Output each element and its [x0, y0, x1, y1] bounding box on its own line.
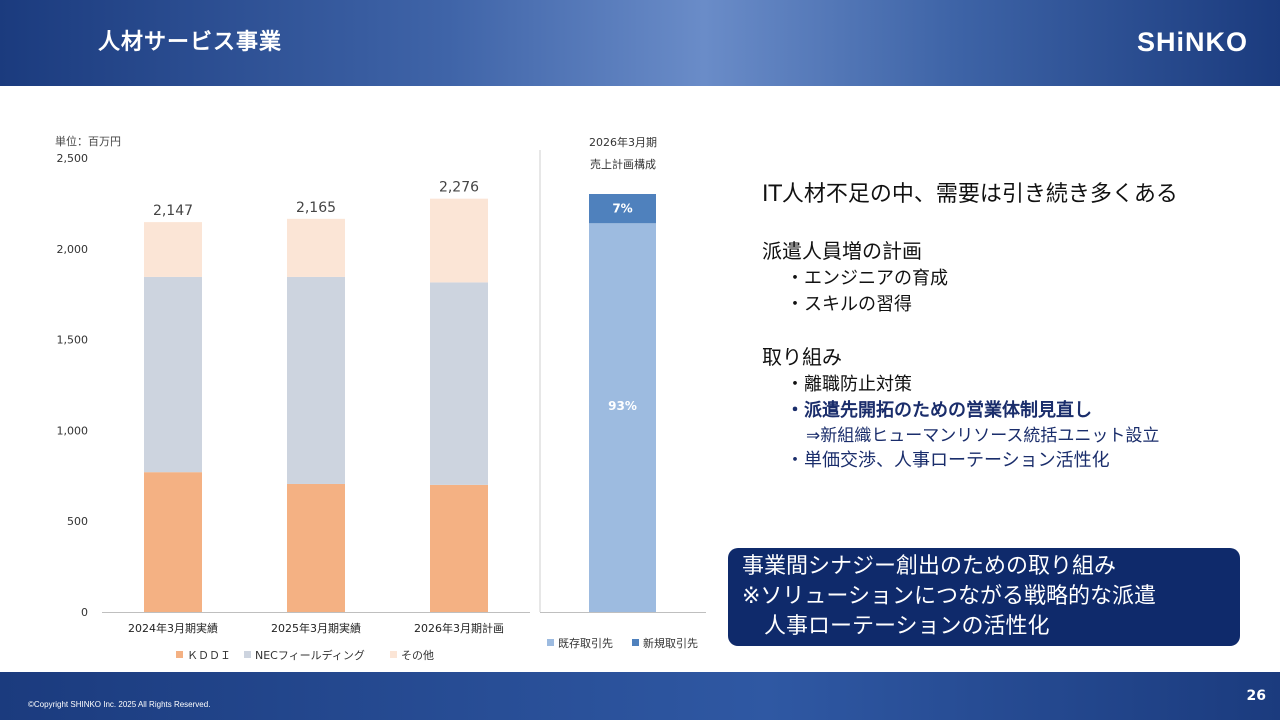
main-legend: ＫＤＤＩ NECフィールディング その他: [176, 648, 434, 662]
side-legend: 既存取引先 新規取引先: [547, 636, 698, 650]
effort-title: 取り組み: [762, 345, 842, 369]
page-number: 26: [1246, 688, 1266, 704]
plan-title: 派遣人員増の計画: [762, 239, 922, 263]
legend-label: その他: [401, 649, 434, 662]
side-bar-segment: [589, 223, 656, 612]
legend-swatch: [390, 651, 397, 658]
bar-segment: [430, 282, 488, 485]
effort-item-retention: ・離職防止対策: [786, 374, 912, 395]
category-label: 2026年3月期計画: [414, 621, 504, 635]
category-label: 2024年3月期実績: [128, 621, 218, 635]
bar-segment: [144, 276, 202, 473]
legend-swatch: [244, 651, 251, 658]
total-label: 2,147: [153, 203, 193, 219]
side-legend-label: 既存取引先: [558, 636, 613, 650]
effort-item-pricing: ・単価交渉、人事ローテーション活性化: [786, 450, 1110, 471]
total-labels: 2,147 2,165 2,276: [153, 180, 479, 219]
y-tick-label: 0: [81, 606, 88, 619]
main-bars: [144, 198, 488, 612]
bar-segment: [287, 276, 345, 484]
effort-item-sales: ・派遣先開拓のための営業体制見直し: [786, 400, 1092, 421]
page-title: 人材サービス事業: [98, 30, 283, 55]
side-percent-label: 7%: [612, 202, 632, 216]
total-label: 2,165: [296, 200, 336, 216]
side-percent-label: 93%: [608, 399, 637, 413]
y-tick-label: 1,500: [57, 334, 89, 347]
y-tick-label: 1,000: [57, 424, 89, 437]
legend-swatch: [176, 651, 183, 658]
bar-segment: [144, 472, 202, 612]
company-logo: SHiNKO: [1136, 27, 1248, 57]
unit-label: 単位：百万円: [55, 134, 121, 148]
legend-label: ＫＤＤＩ: [187, 649, 231, 662]
side-chart-title-1: 2026年3月期: [589, 135, 657, 149]
bar-segment: [287, 483, 345, 612]
effort-sub-unit: ⇒新組織ヒューマンリソース統括ユニット設立: [806, 426, 1160, 446]
legend-label: NECフィールディング: [255, 648, 365, 662]
plan-item-training: ・エンジニアの育成: [786, 268, 948, 289]
synergy-line-1: 事業間シナジー創出のための取り組み: [742, 554, 1117, 579]
header-bar: 人材サービス事業 SHiNKO: [0, 0, 1280, 86]
side-legend-swatch: [632, 639, 639, 646]
category-label: 2025年3月期実績: [271, 621, 361, 635]
footer-bar: ©Copyright SHINKO Inc. 2025 All Rights R…: [0, 672, 1280, 720]
bar-segment: [144, 222, 202, 277]
y-tick-label: 2,000: [57, 243, 89, 256]
synergy-box: 事業間シナジー創出のための取り組み ※ソリューションにつながる戦略的な派遣 人事…: [728, 548, 1240, 646]
bar-segment: [430, 484, 488, 612]
y-axis: 0 500 1,000 1,500 2,000 2,500: [57, 152, 89, 619]
side-bars: 93% 7%: [589, 194, 656, 612]
bar-segment: [430, 198, 488, 283]
headline: IT人材不足の中、需要は引き続き多くある: [762, 182, 1178, 207]
bar-segment: [287, 218, 345, 277]
y-tick-label: 2,500: [57, 152, 89, 165]
category-labels: 2024年3月期実績 2025年3月期実績 2026年3月期計画: [128, 621, 504, 635]
synergy-line-3: 人事ローテーションの活性化: [742, 614, 1050, 639]
side-legend-label: 新規取引先: [643, 636, 698, 650]
key-points: IT人材不足の中、需要は引き続き多くある 派遣人員増の計画 ・エンジニアの育成 …: [762, 176, 1242, 474]
copyright: ©Copyright SHINKO Inc. 2025 All Rights R…: [28, 700, 211, 709]
side-legend-swatch: [547, 639, 554, 646]
synergy-line-2: ※ソリューションにつながる戦略的な派遣: [742, 584, 1156, 609]
y-tick-label: 500: [67, 515, 88, 528]
side-chart-title-2: 売上計画構成: [590, 157, 656, 171]
side-bar-segment: [589, 194, 656, 224]
total-label: 2,276: [439, 180, 479, 196]
plan-item-skills: ・スキルの習得: [786, 294, 912, 315]
